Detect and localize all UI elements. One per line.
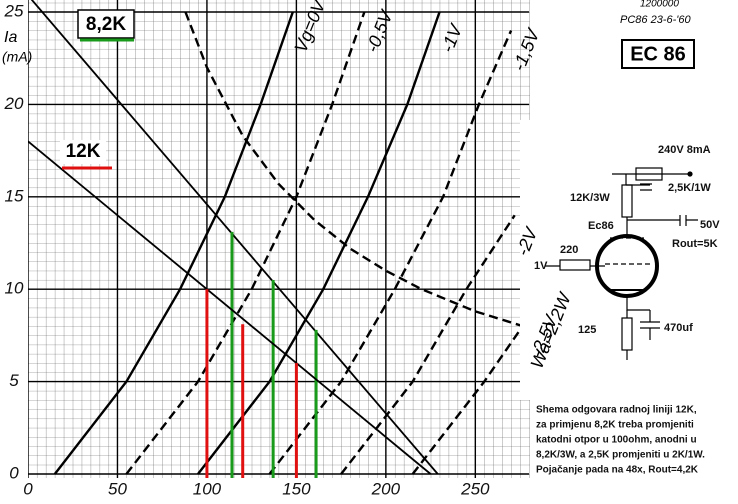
note-line: Pojačanje pada na 48x, Rout=4,2K <box>536 465 699 476</box>
schematic-label: Ec86 <box>588 220 614 232</box>
schematic-label: 240V 8mA <box>658 144 711 156</box>
schematic-label: 2,5K/1W <box>668 182 711 194</box>
curve <box>197 11 441 475</box>
schematic-label: 1V <box>534 260 548 272</box>
curve <box>340 214 516 475</box>
load-line-label: 12K <box>66 141 101 162</box>
y-tick-label: 15 <box>5 186 24 205</box>
x-tick-label: 50 <box>108 479 127 498</box>
y-tick-label: 5 <box>9 371 19 390</box>
label-box <box>77 9 135 39</box>
plot-area <box>28 0 530 478</box>
y-tick-label: 10 <box>5 279 24 298</box>
note-line: za primjenu 8,2K treba promjeniti <box>536 420 694 431</box>
y-tick-label: 0 <box>9 463 19 482</box>
label-box <box>60 140 106 164</box>
schematic <box>545 167 698 360</box>
x-tick-label: 150 <box>282 479 311 498</box>
load-line <box>28 140 432 475</box>
schematic-label: Rout=5K <box>672 238 718 250</box>
x-tick-label: 0 <box>23 479 33 498</box>
y-label: Ia <box>4 29 17 46</box>
y-tick-label: 25 <box>4 1 24 20</box>
x-tick-label: 100 <box>193 479 222 498</box>
title-box <box>621 39 695 69</box>
schematic-label: 50V <box>700 219 720 231</box>
curve <box>184 11 530 330</box>
note: Shema odgovara radnoj liniji 12K, za prim… <box>536 405 705 476</box>
curve <box>53 11 294 475</box>
y-unit: (mA) <box>2 49 32 65</box>
curve <box>125 11 366 475</box>
stamp: PC86 23-6-'60 <box>620 14 691 26</box>
y-tick-label: 20 <box>4 94 24 113</box>
note-line: 8,2K/3W, a 2,5K promjeniti u 2K/1W. <box>536 450 705 461</box>
schematic-panel <box>520 120 738 400</box>
minor-grid <box>28 0 530 478</box>
note-line: Shema odgovara radnoj liniji 12K, <box>536 405 697 416</box>
chart-title: EC 86 <box>630 43 686 65</box>
schematic-label: 12K/3W <box>570 192 610 204</box>
schematic-label: 125 <box>578 324 596 336</box>
x-tick-label: 200 <box>371 479 401 498</box>
note-line: katodni otpor u 100ohm, anodni u <box>536 435 697 446</box>
x-tick-label: 250 <box>460 479 490 498</box>
curve <box>268 30 513 475</box>
note-panel <box>530 400 738 480</box>
schematic-label: 470uf <box>664 322 693 334</box>
stamp-code: 1200000 <box>640 0 679 10</box>
schematic-label: 220 <box>560 244 578 256</box>
curve <box>411 316 530 475</box>
load-line-label: 8,2K <box>86 14 126 35</box>
